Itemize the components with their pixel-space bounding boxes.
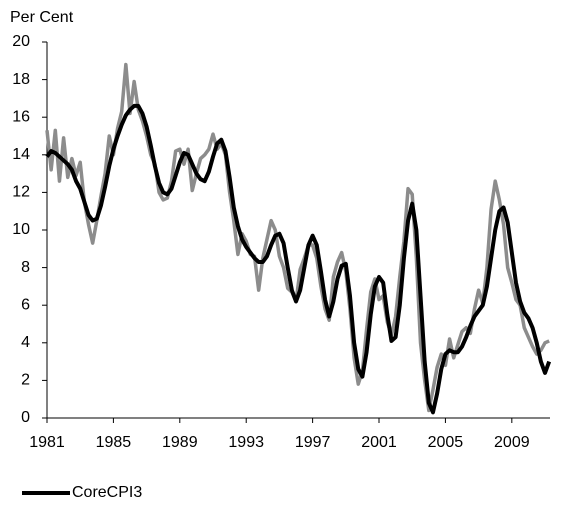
x-tick-label: 2005 bbox=[428, 434, 464, 451]
y-tick-label: 18 bbox=[12, 71, 30, 88]
x-tick-label: 1985 bbox=[96, 434, 132, 451]
x-tick-label: 1993 bbox=[228, 434, 264, 451]
y-tick-label: 0 bbox=[21, 409, 30, 426]
series-line bbox=[45, 62, 550, 413]
legend-label: CoreCPI3 bbox=[72, 484, 142, 501]
series-line bbox=[45, 103, 552, 415]
x-tick-label: 1997 bbox=[295, 434, 331, 451]
y-tick-label: 10 bbox=[12, 221, 30, 238]
y-axis-label: Per Cent bbox=[10, 9, 74, 26]
x-tick-label: 1981 bbox=[29, 434, 65, 451]
y-tick-label: 20 bbox=[12, 33, 30, 50]
x-tick-label: 1989 bbox=[162, 434, 198, 451]
y-tick-label: 16 bbox=[12, 108, 30, 125]
y-tick-label: 12 bbox=[12, 184, 30, 201]
y-tick-label: 2 bbox=[21, 372, 30, 389]
y-tick-label: 8 bbox=[21, 259, 30, 276]
x-tick-label: 2001 bbox=[361, 434, 397, 451]
y-tick-label: 14 bbox=[12, 146, 30, 163]
x-tick-label: 2009 bbox=[494, 434, 530, 451]
y-tick-label: 4 bbox=[21, 334, 30, 351]
y-tick-label: 6 bbox=[21, 296, 30, 313]
